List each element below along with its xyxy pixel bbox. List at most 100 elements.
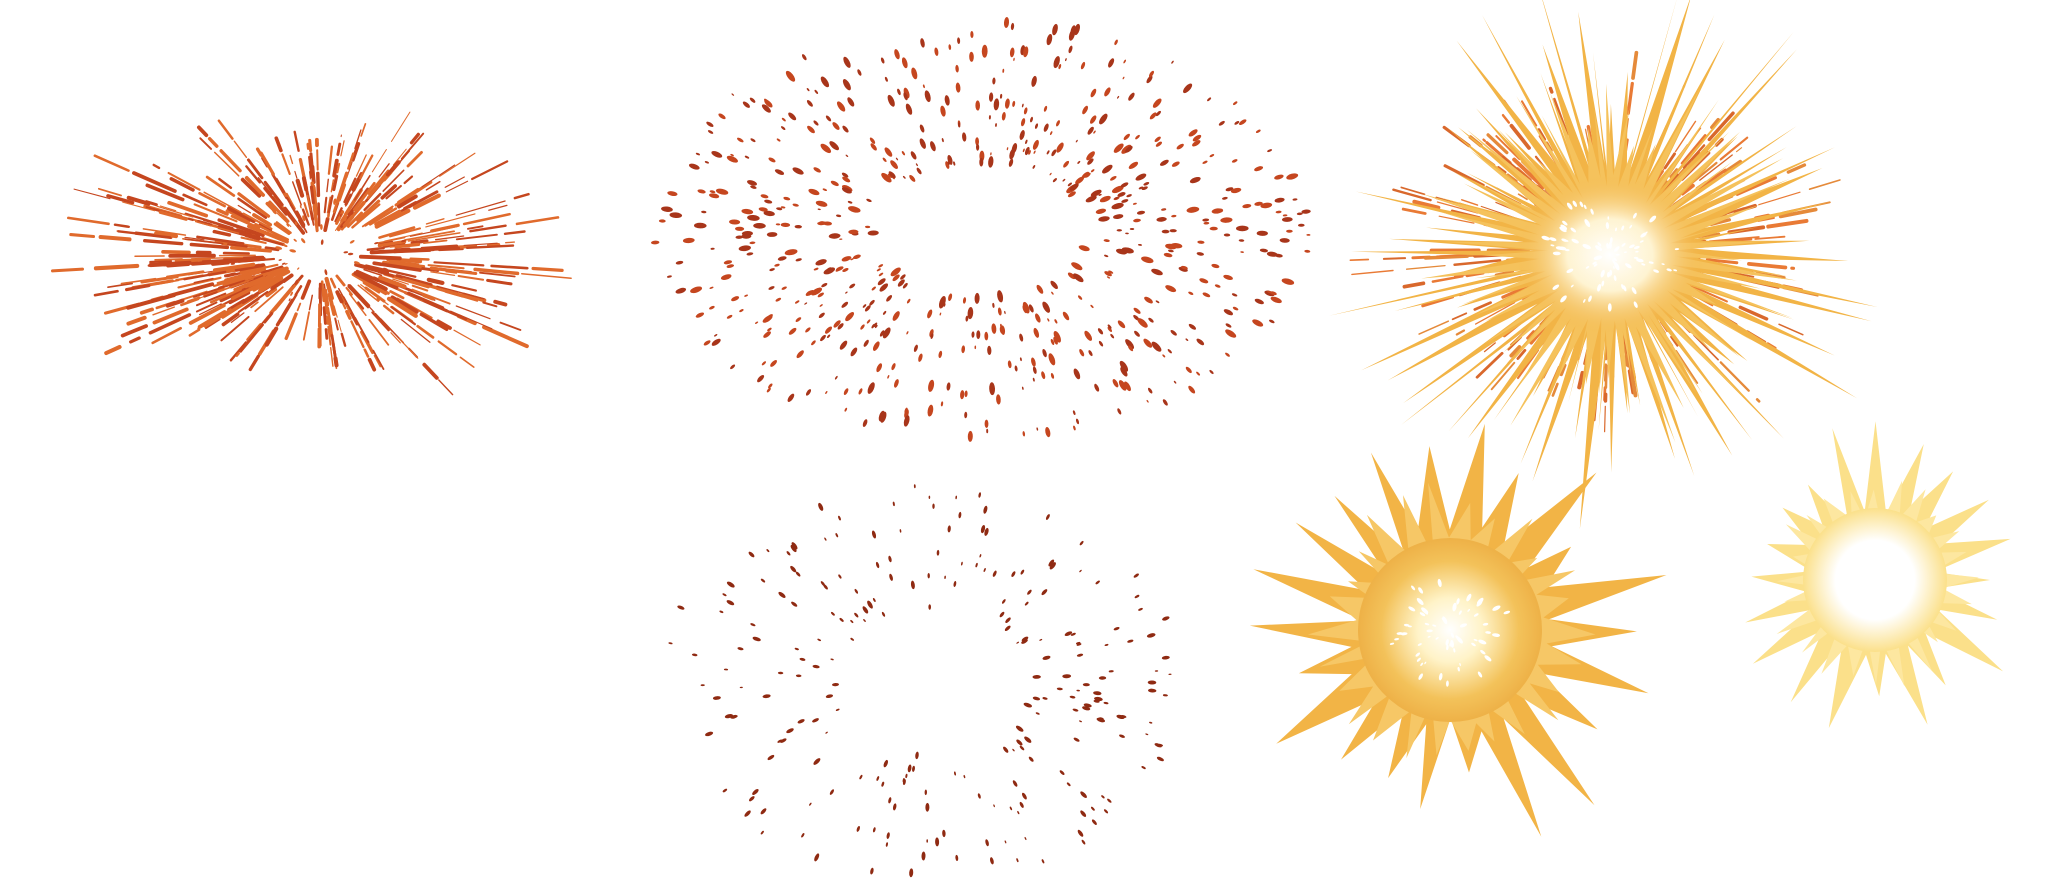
spark-dot <box>320 224 323 230</box>
spark-dot <box>1570 284 1574 288</box>
spark-streak <box>276 212 292 228</box>
spark-dot <box>715 188 729 195</box>
spark-dot <box>1146 75 1153 84</box>
spark-dot <box>1435 637 1439 640</box>
spark-streak <box>1738 305 1769 321</box>
spark-dot <box>752 636 761 642</box>
spark-streak <box>166 262 190 268</box>
spark-dot <box>1560 224 1568 230</box>
spark-dot <box>750 623 756 627</box>
spark-dot <box>1188 323 1197 330</box>
spark-streak <box>126 315 147 326</box>
spark-streak <box>482 325 529 349</box>
spark-dot <box>813 758 821 765</box>
spark-streak <box>298 218 306 228</box>
spark-streak <box>196 219 213 227</box>
spark-dot <box>1091 806 1095 811</box>
spark-streak <box>382 169 405 192</box>
spark-streak <box>177 283 213 296</box>
spark-streak <box>1603 405 1606 433</box>
spark-dot <box>818 502 824 511</box>
spark-dot <box>722 593 727 597</box>
spark-dot <box>1485 631 1491 634</box>
spark-dot <box>794 224 802 229</box>
spark-dot <box>1050 338 1055 346</box>
spark-streak <box>281 153 291 175</box>
spark-dot <box>1093 130 1096 134</box>
spark-streak <box>235 352 240 357</box>
spark-streak <box>219 149 242 173</box>
spark-dot <box>1450 639 1454 648</box>
spark-dot <box>842 79 851 91</box>
spark-dot <box>723 260 733 265</box>
spark-dot <box>964 411 968 419</box>
spark-streak <box>203 291 218 298</box>
spark-dot <box>967 307 974 320</box>
spark-streak <box>283 206 306 235</box>
spark-streak <box>233 140 248 159</box>
spark-dot <box>744 155 750 159</box>
spark-dot <box>1492 605 1501 611</box>
spark-dot <box>1143 338 1153 348</box>
spark-streak <box>263 312 274 324</box>
spark-streak <box>436 319 452 330</box>
spark-streak <box>268 200 290 223</box>
spark-dot <box>1067 272 1076 280</box>
spark-dot <box>770 359 778 367</box>
spark-dot <box>906 331 909 335</box>
spark-dot <box>995 123 997 127</box>
spark-streak <box>323 196 328 214</box>
spark-dot <box>865 225 871 229</box>
spark-dot <box>990 152 992 156</box>
spark-streak <box>372 276 399 290</box>
spark-streak <box>120 324 148 338</box>
spark-streak <box>239 265 267 275</box>
spark-streak <box>421 164 456 188</box>
spark-dot <box>1058 63 1062 70</box>
spark-dot <box>924 90 931 103</box>
spark-dot <box>1127 639 1134 643</box>
spark-dot <box>780 206 786 209</box>
spark-dot <box>894 379 899 388</box>
spark-streak <box>325 316 330 325</box>
spark-dot <box>839 617 844 622</box>
spark-dot <box>984 331 989 341</box>
spark-streak <box>230 294 254 309</box>
spark-dot <box>807 125 815 134</box>
spark-dot <box>691 653 698 657</box>
spark-dot <box>726 155 738 163</box>
spark-streak <box>189 242 230 250</box>
spark-dot <box>1051 149 1057 157</box>
spark-dot <box>953 161 956 166</box>
spark-dot <box>290 291 293 296</box>
spark-dot <box>1002 68 1005 73</box>
spark-dot <box>1233 101 1238 106</box>
spark-dot <box>333 198 337 205</box>
spark-streak <box>1670 335 1679 347</box>
spark-dot <box>1102 164 1113 174</box>
spark-dot <box>895 157 899 161</box>
spark-dot <box>1012 748 1015 752</box>
spark-dot <box>1183 83 1193 94</box>
spark-dot <box>1411 585 1416 591</box>
spark-dot <box>794 647 799 651</box>
spark-streak <box>260 265 284 274</box>
spark-dot <box>988 92 994 102</box>
spark-dot <box>939 312 942 316</box>
spark-streak <box>385 160 400 177</box>
spark-streak <box>427 264 465 270</box>
spark-streak <box>1710 118 1720 130</box>
spark-dot <box>302 215 306 222</box>
spark-dot <box>1078 720 1083 723</box>
spark-dot <box>1165 285 1177 293</box>
spark-streak <box>308 138 313 153</box>
spark-dot <box>711 151 723 158</box>
spark-dot <box>810 287 823 296</box>
spark-streak <box>392 278 409 285</box>
spark-dot <box>774 169 785 175</box>
spark-dot <box>761 361 767 366</box>
spark-streak <box>295 178 305 198</box>
spark-dot <box>275 246 283 250</box>
spark-dot <box>376 297 380 302</box>
spark-streak <box>513 192 530 200</box>
